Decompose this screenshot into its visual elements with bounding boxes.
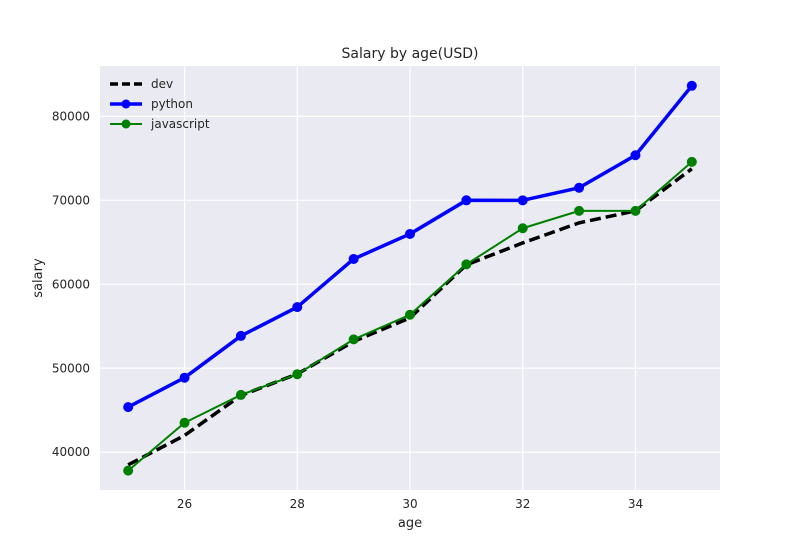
legend: dev python javascript	[110, 77, 210, 131]
x-tick-label: 34	[628, 497, 643, 511]
data-point-javascript	[348, 334, 359, 345]
y-tick-label: 80000	[52, 109, 90, 123]
data-point-python	[123, 402, 134, 413]
legend-marker-python	[121, 99, 131, 109]
data-point-python	[461, 195, 472, 206]
data-point-python	[179, 372, 190, 383]
series-line-dev	[127, 167, 693, 467]
data-point-javascript	[630, 205, 641, 216]
x-tick-label: 26	[177, 497, 192, 511]
data-point-javascript	[461, 259, 472, 270]
legend-item-dev: dev	[110, 77, 173, 91]
y-tick-label: 60000	[52, 277, 90, 291]
legend-label-python: python	[151, 97, 193, 111]
data-point-python	[292, 302, 303, 313]
data-point-javascript	[686, 156, 697, 167]
legend-item-javascript: javascript	[110, 117, 210, 131]
data-point-javascript	[179, 417, 190, 428]
data-point-python	[348, 253, 359, 264]
series-lines	[123, 80, 697, 476]
data-point-javascript	[517, 223, 528, 234]
data-point-python	[574, 182, 585, 193]
legend-item-python: python	[110, 97, 193, 111]
tick-labels: 26 28 30 32 34 40000 50000 60000 70000 80000	[52, 109, 643, 511]
x-axis-label: age	[398, 516, 422, 531]
data-point-javascript	[235, 389, 246, 400]
data-point-javascript	[123, 465, 134, 476]
y-tick-label: 50000	[52, 361, 90, 375]
data-point-python	[235, 330, 246, 341]
legend-label-dev: dev	[151, 77, 173, 91]
y-tick-label: 70000	[52, 193, 90, 207]
x-tick-label: 32	[515, 497, 530, 511]
data-point-python	[405, 228, 415, 239]
y-axis-label: salary	[31, 258, 46, 298]
data-point-python	[517, 195, 528, 206]
data-point-javascript	[292, 369, 303, 380]
data-point-python	[686, 80, 697, 91]
y-tick-label: 40000	[52, 445, 90, 459]
chart-title: Salary by age(USD)	[342, 46, 479, 62]
legend-label-javascript: javascript	[150, 117, 210, 131]
grid-lines	[100, 66, 720, 490]
x-tick-label: 30	[402, 497, 417, 511]
legend-marker-javascript	[121, 119, 131, 129]
x-tick-label: 28	[290, 497, 305, 511]
data-point-javascript	[405, 309, 415, 320]
data-point-python	[630, 150, 641, 161]
data-point-javascript	[574, 205, 585, 216]
